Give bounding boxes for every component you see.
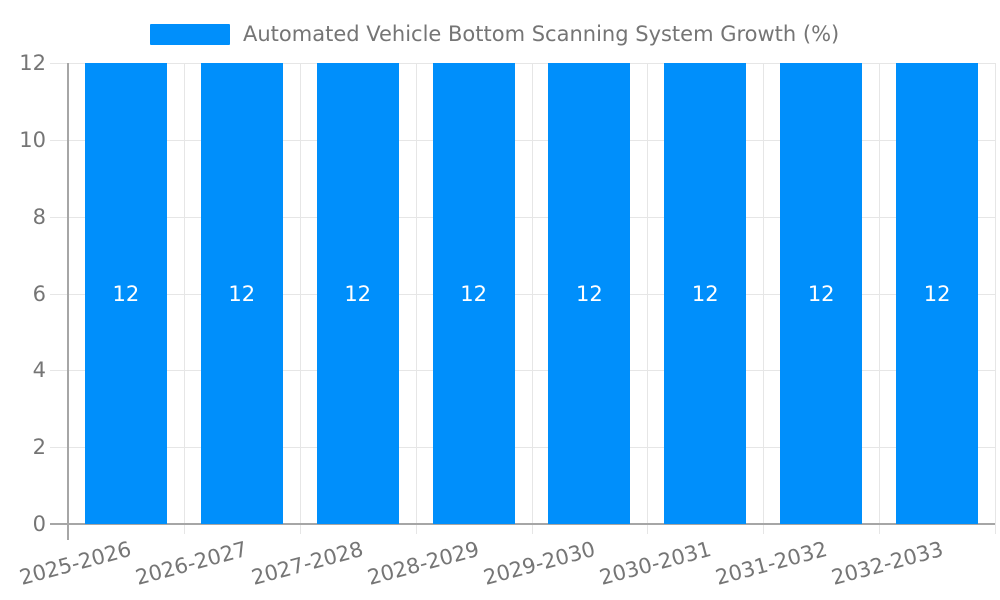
bar-value-label: 12 — [576, 281, 603, 306]
x-gridline — [647, 63, 648, 534]
bar[interactable]: 12 — [896, 63, 979, 524]
y-gridline — [50, 447, 995, 449]
x-gridline — [879, 63, 880, 534]
bar[interactable]: 12 — [316, 63, 399, 524]
x-gridline — [300, 63, 301, 534]
y-gridline — [50, 370, 995, 372]
x-gridline — [416, 63, 417, 534]
x-axis-line — [50, 523, 995, 525]
y-axis-tick-label: 12 — [19, 51, 46, 75]
x-axis-category-label: 2030-2031 — [596, 537, 714, 590]
bar[interactable]: 12 — [780, 63, 863, 524]
x-axis-category-label: 2031-2032 — [712, 537, 830, 590]
bar-value-label: 12 — [460, 281, 487, 306]
bar[interactable]: 12 — [664, 63, 747, 524]
y-axis-tick-label: 2 — [32, 435, 46, 460]
bar-value-label: 12 — [112, 281, 140, 306]
bar-value-label: 12 — [691, 281, 719, 306]
bar-value-label: 12 — [344, 281, 372, 306]
y-axis-tick-label: 4 — [32, 358, 46, 383]
x-gridline — [532, 63, 533, 534]
bar-value-label: 12 — [228, 281, 256, 306]
x-axis-category-label: 2029-2030 — [480, 537, 598, 590]
x-axis-category-label: 2032-2033 — [828, 537, 946, 590]
x-gridline — [763, 63, 764, 534]
bar-value-label: 12 — [807, 281, 835, 306]
bar[interactable]: 12 — [548, 63, 631, 524]
x-axis-category-label: 2027-2028 — [249, 537, 366, 590]
x-axis-category-label: 2026-2027 — [133, 537, 251, 590]
x-gridline — [184, 63, 185, 534]
y-axis-tick-label: 10 — [19, 127, 46, 152]
chart-title: Automated Vehicle Bottom Scanning System… — [243, 22, 840, 46]
x-axis-category-label: 2025-2026 — [17, 537, 135, 590]
y-axis-line — [67, 63, 69, 540]
y-gridline — [50, 63, 995, 64]
y-gridline — [50, 216, 995, 218]
bar[interactable]: 12 — [200, 63, 283, 524]
legend-item[interactable]: Automated Vehicle Bottom Scanning System… — [150, 22, 839, 46]
legend-swatch — [150, 23, 230, 45]
y-axis-tick-label: 6 — [32, 281, 46, 306]
y-gridline — [50, 293, 995, 295]
y-axis-tick-label: 0 — [32, 512, 46, 536]
x-gridline — [995, 63, 996, 534]
x-axis-category-label: 2028-2029 — [365, 537, 482, 590]
bar[interactable]: 12 — [84, 63, 167, 524]
bar[interactable]: 12 — [432, 63, 515, 524]
bar-value-label: 12 — [923, 281, 951, 306]
y-gridline — [50, 139, 995, 141]
y-axis-tick-label: 8 — [32, 204, 46, 229]
